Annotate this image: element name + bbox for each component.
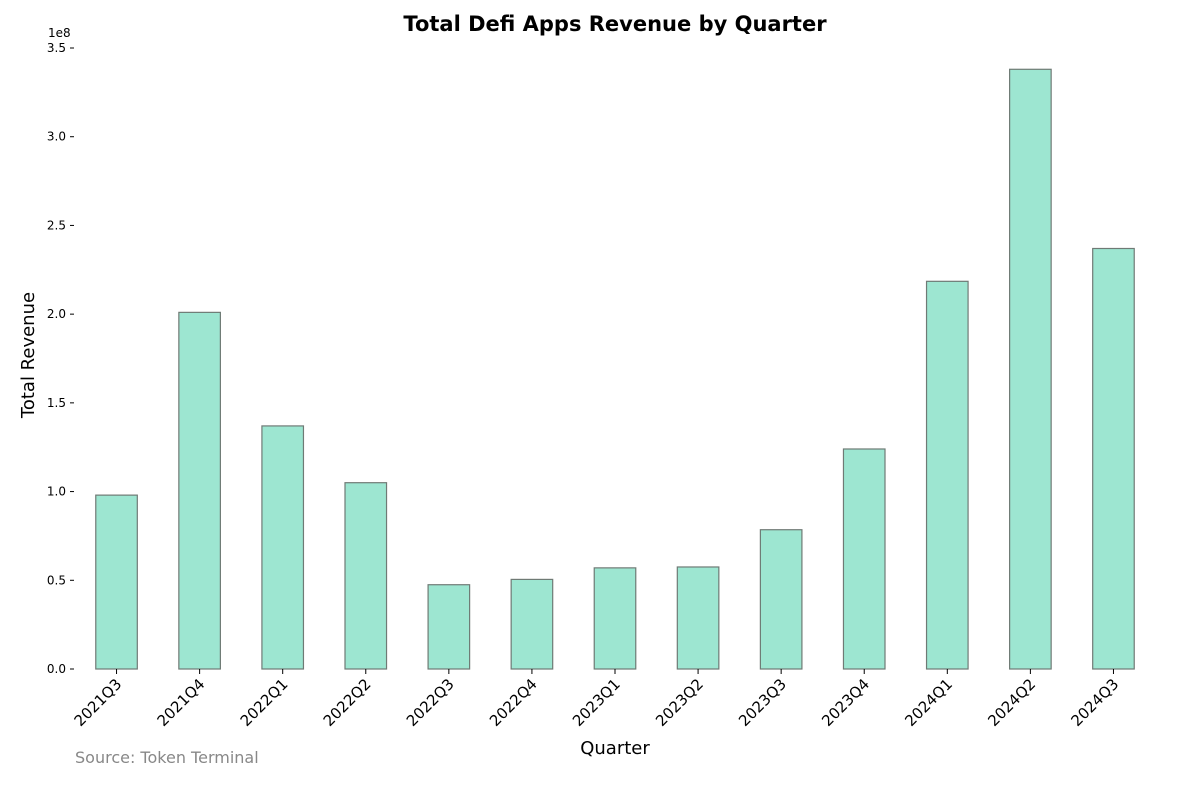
bars: [95, 68, 1135, 670]
y-tick-label: 1.0: [47, 485, 66, 499]
bar-2023Q3: [759, 529, 803, 670]
bar-2024Q3: [1092, 247, 1135, 670]
x-tick-label: 2023Q2: [652, 675, 707, 730]
x-axis-ticks: 2021Q3 2021Q4 2022Q1 2022Q2 2022Q3 2022Q4 2023…: [71, 669, 1122, 730]
x-tick-label: 2022Q1: [237, 675, 292, 730]
source-note: Source: Token Terminal: [75, 748, 259, 767]
bar-2021Q4: [178, 311, 221, 670]
bar-2022Q2: [344, 482, 388, 670]
x-tick-label: 2022Q4: [486, 675, 541, 730]
y-axis-ticks: 0.0 0.5 1.0 1.5 2.0 2.5 3.0 3.5: [47, 41, 74, 676]
bar-2023Q2: [676, 566, 720, 670]
y-tick-label: 3.5: [47, 41, 66, 55]
x-tick-label: 2021Q4: [154, 675, 209, 730]
y-tick-label: 2.5: [47, 218, 66, 232]
x-axis-label: Quarter: [580, 738, 650, 759]
x-tick-label: 2022Q3: [403, 675, 458, 730]
x-tick-label: 2024Q2: [984, 675, 1039, 730]
y-tick-label: 3.0: [47, 130, 66, 144]
x-tick-label: 2024Q3: [1067, 675, 1122, 730]
y-tick-label: 0.5: [47, 573, 66, 587]
y-tick-label: 0.0: [47, 662, 66, 676]
y-axis-offset-label: 1e8: [48, 26, 71, 40]
x-tick-label: 2023Q4: [818, 675, 873, 730]
bar-2022Q4: [510, 578, 554, 670]
bar-2023Q4: [842, 448, 886, 670]
x-tick-label: 2024Q1: [901, 675, 956, 730]
bar-2024Q2: [1009, 68, 1052, 670]
bar-2021Q3: [95, 494, 138, 670]
x-tick-label: 2021Q3: [71, 675, 126, 730]
bar-2024Q1: [925, 280, 969, 670]
chart-title: Total Defi Apps Revenue by Quarter: [403, 12, 827, 36]
x-tick-label: 2022Q2: [320, 675, 375, 730]
bar-2023Q1: [593, 567, 637, 670]
x-tick-label: 2023Q1: [569, 675, 624, 730]
bar-2022Q3: [427, 584, 471, 670]
y-axis-label: Total Revenue: [18, 292, 39, 419]
bar-2022Q1: [261, 425, 305, 670]
y-tick-label: 2.0: [47, 307, 66, 321]
x-tick-label: 2023Q3: [735, 675, 790, 730]
y-tick-label: 1.5: [47, 396, 66, 410]
